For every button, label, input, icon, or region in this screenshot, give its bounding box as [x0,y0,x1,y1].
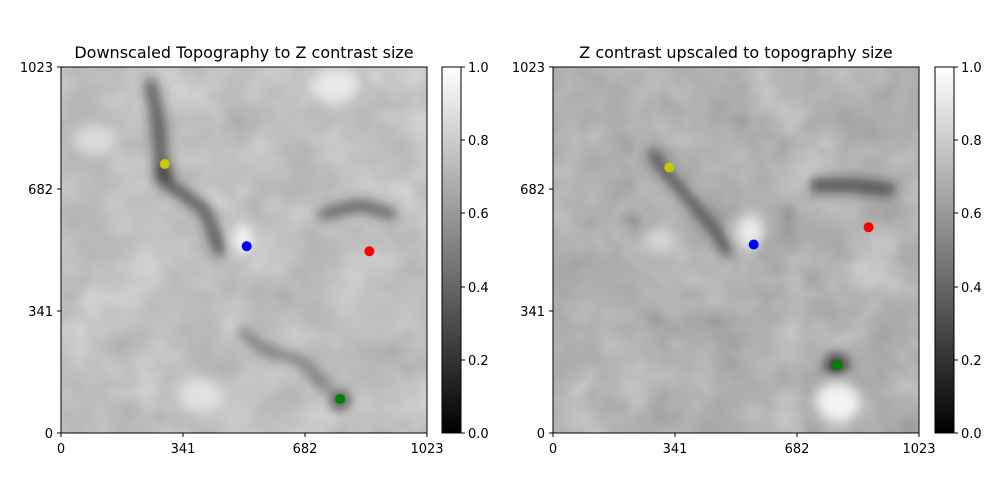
y-tick-label: 0 [537,427,545,442]
cbar-tick-1-2: 0.4 [461,281,489,296]
cbar-tick-label: 1.0 [961,61,982,76]
x-tick-label: 1023 [410,442,443,457]
colorbar-gradient-2 [934,66,955,434]
y-tick-1-0: 0 [45,427,61,442]
cbar-tick-2-3: 0.6 [954,207,982,222]
marker-point-1-0 [159,159,170,169]
chart-title-1: Downscaled Topography to Z contrast size [74,43,413,62]
cbar-tick-label: 0.6 [961,207,982,222]
cbar-tick-2-4: 0.8 [954,134,982,149]
cbar-tick-1-3: 0.6 [461,207,489,222]
marker-point-2-3 [832,360,843,370]
x-tick-2-2: 682 [785,433,810,457]
y-tick-label: 0 [45,427,53,442]
y-tick-label: 1023 [20,61,53,76]
colorbar-2: 0.0 0.2 0.4 0.6 0.8 1.0 [934,61,982,442]
colorbar-gradient-1 [441,66,462,434]
y-tick-1-1: 341 [28,305,61,320]
cbar-tick-label: 0.8 [468,134,489,149]
cbar-tick-label: 1.0 [468,61,489,76]
cbar-tick-1-5: 1.0 [461,61,489,76]
x-tick-label: 0 [57,442,65,457]
chart-title-2: Z contrast upscaled to topography size [579,43,892,62]
cbar-tick-2-2: 0.4 [954,281,982,296]
x-tick-2-0: 0 [549,433,557,457]
y-tick-2-2: 682 [520,183,553,198]
cbar-tick-label: 0.0 [468,427,489,442]
cbar-tick-label: 0.8 [961,134,982,149]
axis-ticks-1: 0 341 682 1023 0 341 682 1023 [20,61,444,457]
cbar-tick-label: 0.4 [468,281,489,296]
cbar-tick-2-5: 1.0 [954,61,982,76]
y-tick-1-3: 1023 [20,61,61,76]
marker-point-2-0 [664,162,675,173]
marker-point-1-3 [335,394,346,404]
cbar-tick-1-0: 0.0 [461,427,489,442]
cbar-tick-1-4: 0.8 [461,134,489,149]
y-tick-label: 341 [28,305,53,320]
x-tick-label: 341 [171,442,196,457]
y-tick-label: 1023 [512,61,545,76]
x-tick-label: 0 [549,442,557,457]
y-tick-2-1: 341 [520,305,553,320]
y-tick-2-0: 0 [537,427,553,442]
cbar-tick-2-0: 0.0 [954,427,982,442]
x-tick-2-3: 1023 [902,433,936,457]
y-tick-label: 682 [28,183,53,198]
cbar-tick-label: 0.2 [961,354,982,369]
cbar-tick-1-1: 0.2 [461,354,489,369]
marker-points-1 [159,159,375,404]
x-tick-label: 682 [293,442,318,457]
y-tick-2-3: 1023 [512,61,553,76]
y-tick-1-2: 682 [28,183,61,198]
x-tick-1-0: 0 [57,433,65,457]
marker-point-1-2 [364,246,375,257]
marker-point-2-1 [748,239,759,250]
x-tick-label: 341 [663,442,688,457]
cbar-tick-label: 0.6 [468,207,489,222]
chart-panel-2: Z contrast upscaled to topography size 0… [512,43,982,457]
cbar-tick-2-1: 0.2 [954,354,982,369]
heatmap-image-2 [553,67,919,433]
chart-panel-1: Downscaled Topography to Z contrast size… [20,43,489,457]
marker-points-2 [664,162,874,370]
x-tick-2-1: 341 [663,433,688,457]
marker-point-1-1 [241,241,252,252]
x-tick-1-3: 1023 [410,433,444,457]
x-tick-label: 1023 [902,442,935,457]
x-tick-label: 682 [785,442,810,457]
marker-point-2-2 [863,222,874,233]
axes-frame-1 [60,66,428,434]
cbar-tick-label: 0.4 [961,281,982,296]
axes-frame-2 [552,66,920,434]
cbar-tick-label: 0.0 [961,427,982,442]
axis-ticks-2: 0 341 682 1023 0 341 682 1023 [512,61,936,457]
cbar-tick-label: 0.2 [468,354,489,369]
x-tick-1-2: 682 [293,433,318,457]
y-tick-label: 682 [520,183,545,198]
x-tick-1-1: 341 [171,433,196,457]
colorbar-1: 0.0 0.2 0.4 0.6 0.8 1.0 [441,61,489,442]
y-tick-label: 341 [520,305,545,320]
